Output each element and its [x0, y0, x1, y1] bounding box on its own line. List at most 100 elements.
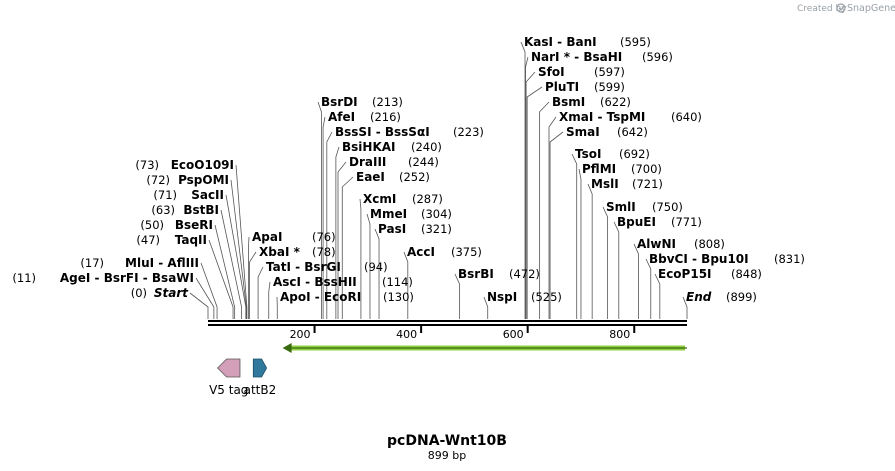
site-position: (750): [652, 200, 683, 214]
site-right-23[interactable]: SmaI (642): [566, 125, 648, 139]
site-right-32[interactable]: End (899): [686, 290, 757, 304]
feature-1[interactable]: attB2: [244, 358, 277, 397]
site-leader-line: [578, 168, 582, 319]
site-name: TsoI: [575, 147, 601, 161]
feature-arrow: [252, 358, 268, 378]
ruler-tick-label: 600: [503, 328, 524, 341]
map-length: 899 bp: [428, 449, 466, 462]
site-left-1[interactable]: PspOMI (72): [146, 173, 229, 187]
site-position: (50): [140, 218, 164, 232]
site-leader-line: [359, 198, 362, 319]
site-right-18[interactable]: NarI * - BsaHI (596): [531, 50, 673, 64]
site-name: XcmI: [363, 192, 396, 206]
site-left-4[interactable]: BseRI (50): [140, 218, 213, 232]
site-right-9[interactable]: DraIII (244): [349, 155, 439, 169]
site-name: AccI: [407, 245, 435, 259]
site-left-3[interactable]: BstBI (63): [151, 203, 219, 217]
site-right-26[interactable]: MslI (721): [591, 177, 663, 191]
site-name: PasI: [378, 222, 406, 236]
site-left-8[interactable]: Start (0): [131, 286, 190, 300]
site-name: PspOMI: [178, 173, 229, 187]
ruler-tick-label: 800: [609, 328, 630, 341]
site-name: SacII: [191, 188, 224, 202]
site-position: (848): [731, 267, 762, 281]
site-left-5[interactable]: TaqII (47): [136, 233, 207, 247]
site-right-2[interactable]: TatI - BsrGI (94): [266, 260, 388, 274]
site-right-22[interactable]: XmaI - TspMI (640): [559, 110, 702, 124]
site-name: MslI: [591, 177, 619, 191]
site-right-14[interactable]: AccI (375): [407, 245, 482, 259]
site-left-7[interactable]: AgeI - BsrFI - BsaWI (11): [12, 271, 194, 285]
site-right-3[interactable]: AscI - BssHII (114): [273, 275, 413, 289]
site-right-11[interactable]: XcmI (287): [363, 192, 443, 206]
site-position: (472): [509, 267, 540, 281]
site-right-20[interactable]: PluTI (599): [545, 80, 625, 94]
site-right-24[interactable]: TsoI (692): [575, 147, 650, 161]
site-right-15[interactable]: BsrBI (472): [458, 267, 540, 281]
site-right-10[interactable]: EaeI (252): [356, 170, 430, 184]
site-right-28[interactable]: BpuEI (771): [617, 215, 702, 229]
site-right-4[interactable]: ApoI - EcoRI (130): [280, 290, 414, 304]
site-leader-line: [374, 228, 380, 319]
site-leader-line: [403, 251, 409, 319]
site-name: AscI - BssHII: [273, 275, 357, 289]
site-leader-line: [483, 296, 489, 319]
site-leader-line: [633, 243, 639, 319]
site-position: (78): [312, 245, 336, 259]
site-right-0[interactable]: ApaI (76): [252, 230, 336, 244]
site-leader-line: [525, 71, 536, 319]
site-name: PflMI: [582, 162, 616, 176]
site-name: BstBI: [183, 203, 219, 217]
site-leader-line: [248, 236, 250, 319]
site-position: (114): [382, 275, 413, 289]
site-right-16[interactable]: NspI (525): [487, 290, 562, 304]
site-leader-line: [195, 277, 215, 319]
site-right-17[interactable]: KasI - BanI (595): [524, 35, 651, 49]
site-right-19[interactable]: SfoI (597): [538, 65, 625, 79]
site-position: (287): [412, 192, 443, 206]
ruler-tick-label: 200: [290, 328, 311, 341]
ruler-tick-label: 400: [396, 328, 417, 341]
site-right-1[interactable]: XbaI * (78): [259, 245, 336, 259]
site-right-8[interactable]: BsiHKAI (240): [342, 140, 442, 154]
site-right-30[interactable]: BbvCI - Bpu10I (831): [649, 252, 805, 266]
site-right-12[interactable]: MmeI (304): [370, 207, 452, 221]
feature-0[interactable]: V5 tag: [209, 358, 248, 397]
feature-arrow-head: [282, 343, 292, 353]
site-position: (47): [136, 233, 160, 247]
site-name: NspI: [487, 290, 517, 304]
backbone: [208, 320, 687, 326]
site-right-27[interactable]: SmlI (750): [606, 200, 683, 214]
site-right-31[interactable]: EcoP15I (848): [658, 267, 762, 281]
site-name: PluTI: [545, 80, 579, 94]
site-left-6[interactable]: MluI - AflIII (17): [80, 256, 199, 270]
site-right-5[interactable]: BsrDI (213): [321, 95, 403, 109]
site-name: DraIII: [349, 155, 386, 169]
site-position: (73): [135, 158, 159, 172]
site-name: EaeI: [356, 170, 385, 184]
site-right-6[interactable]: AfeI (216): [328, 110, 401, 124]
site-leader-line: [366, 213, 371, 319]
site-name: BsrBI: [458, 267, 494, 281]
site-left-0[interactable]: EcoO109I (73): [135, 158, 234, 172]
site-right-13[interactable]: PasI (321): [378, 222, 452, 236]
site-name: BssSI - BssSαI: [335, 125, 430, 139]
site-left-2[interactable]: SacII (71): [153, 188, 224, 202]
site-position: (94): [364, 260, 388, 274]
site-right-7[interactable]: BssSI - BssSαI (223): [335, 125, 484, 139]
site-leader-line: [249, 251, 257, 319]
map-title: pcDNA-Wnt10B: [387, 433, 507, 449]
site-right-29[interactable]: AlwNI (808): [637, 237, 725, 251]
site-right-21[interactable]: BsmI (622): [552, 95, 631, 109]
site-position: (130): [383, 290, 414, 304]
feature-2[interactable]: [282, 343, 687, 353]
credit-text: Created by: [797, 4, 847, 14]
site-position: (597): [594, 65, 625, 79]
site-position: (223): [453, 125, 484, 139]
site-right-25[interactable]: PflMI (700): [582, 162, 662, 176]
site-leader-line: [322, 116, 326, 319]
site-leader-line: [682, 296, 688, 319]
site-name: BsiHKAI: [342, 140, 396, 154]
